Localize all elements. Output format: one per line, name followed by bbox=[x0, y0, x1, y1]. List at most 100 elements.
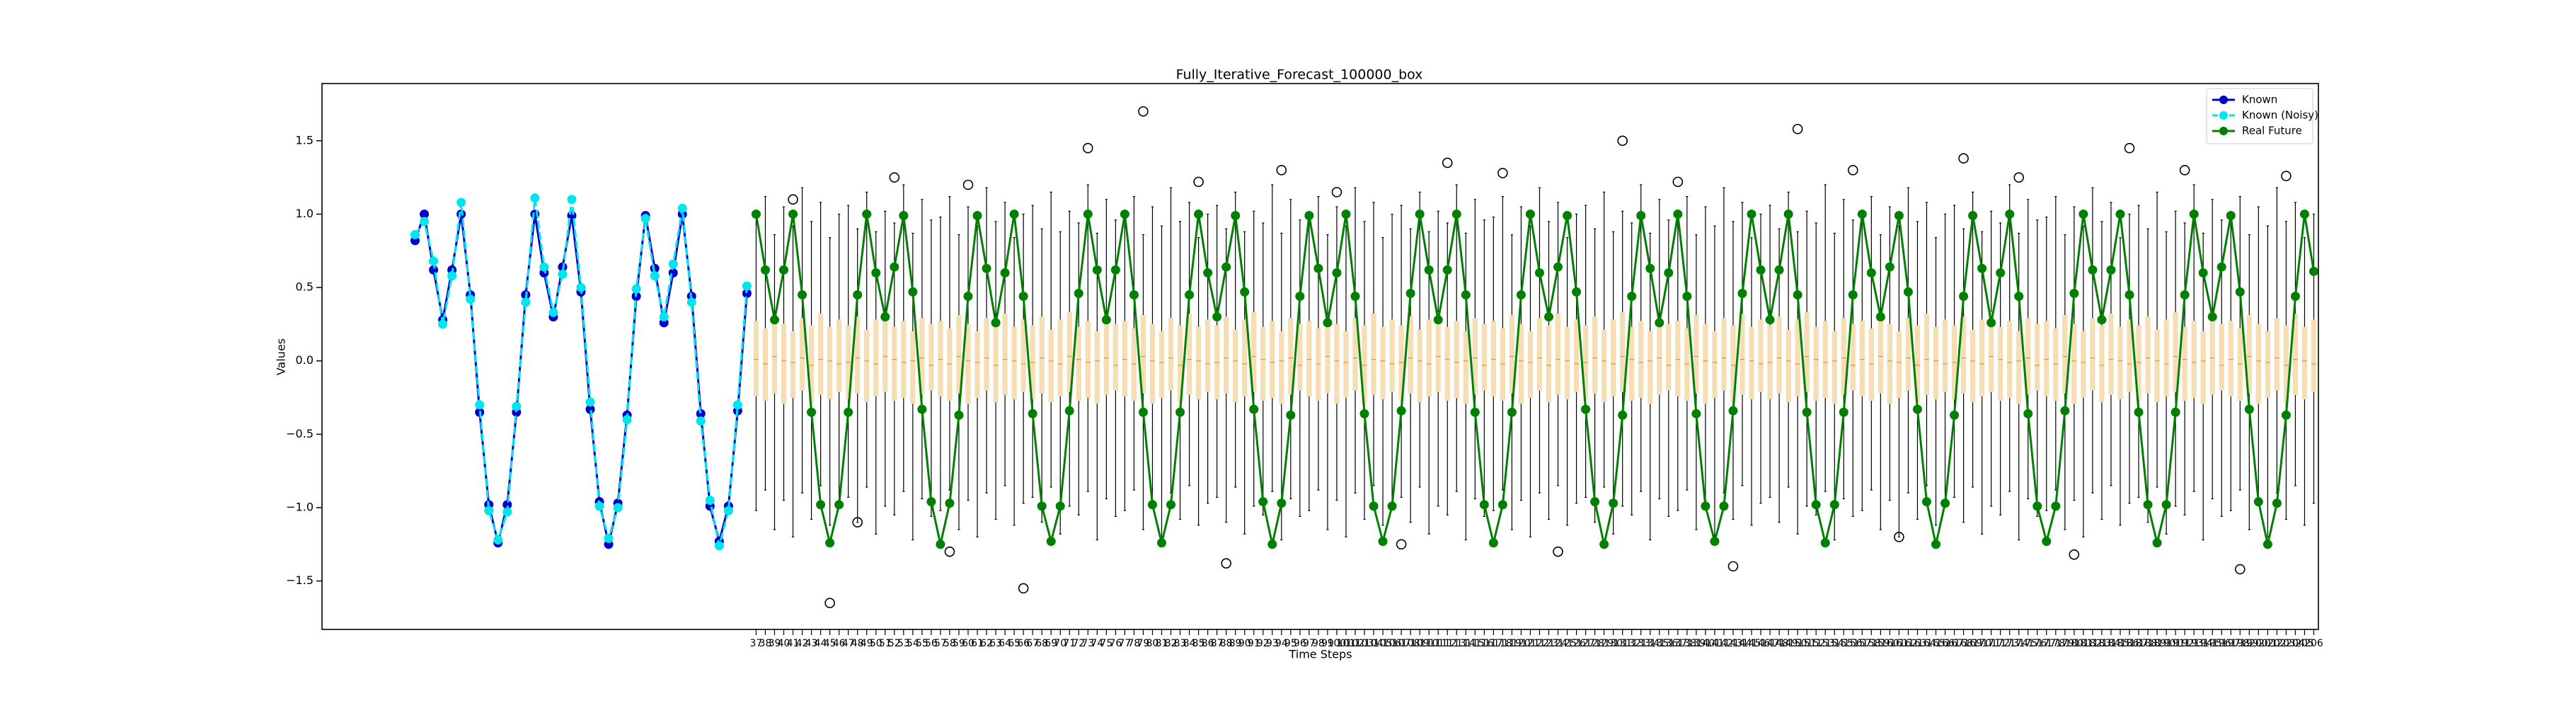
series-point bbox=[1267, 539, 1277, 549]
series-point bbox=[2051, 501, 2061, 511]
x-tick-label: 92 bbox=[1257, 638, 1270, 649]
plot-frame bbox=[321, 83, 2319, 630]
x-tick-label: 78 bbox=[1128, 638, 1141, 649]
x-tick-label: 50 bbox=[870, 638, 882, 649]
x-tick-label: 157 bbox=[1853, 638, 1872, 649]
series-point bbox=[585, 404, 595, 414]
series-point bbox=[558, 269, 568, 279]
series-point bbox=[1590, 497, 1600, 507]
box bbox=[1371, 313, 1376, 395]
x-tick-label: 88 bbox=[1220, 638, 1233, 649]
series-point bbox=[2014, 292, 2024, 302]
box bbox=[1131, 328, 1137, 401]
box bbox=[1620, 312, 1626, 392]
x-tick-label: 164 bbox=[1917, 638, 1936, 649]
series-point bbox=[1609, 498, 1618, 508]
series-point bbox=[1369, 501, 1379, 511]
x-tick-label: 48 bbox=[851, 638, 864, 649]
series-point bbox=[420, 217, 430, 227]
x-tick-label: 56 bbox=[925, 638, 938, 649]
x-tick-label: 94 bbox=[1275, 638, 1288, 649]
series-point bbox=[972, 211, 982, 221]
outlier bbox=[1221, 558, 1231, 569]
series-point bbox=[1350, 292, 1360, 302]
x-tick-label: 180 bbox=[2064, 638, 2083, 649]
box bbox=[1343, 331, 1349, 398]
series-point bbox=[742, 288, 752, 298]
series-point bbox=[1940, 498, 1950, 508]
x-tick-label: 134 bbox=[1640, 638, 1660, 649]
x-tick-label: 206 bbox=[2304, 638, 2323, 649]
outlier bbox=[2281, 171, 2292, 181]
box bbox=[1776, 316, 1782, 394]
box bbox=[1564, 326, 1570, 400]
box bbox=[1979, 319, 1985, 396]
series-point bbox=[1719, 501, 1729, 511]
x-tick-label: 163 bbox=[1908, 638, 1927, 649]
box bbox=[1233, 329, 1238, 403]
outlier bbox=[1018, 583, 1029, 594]
series-point bbox=[2152, 538, 2162, 548]
x-tick-label: 195 bbox=[2203, 638, 2222, 649]
series-point bbox=[1903, 287, 1913, 297]
x-tick-label: 42 bbox=[796, 638, 809, 649]
x-tick-label: 128 bbox=[1585, 638, 1604, 649]
box bbox=[1140, 315, 1146, 394]
series-point bbox=[604, 534, 614, 543]
outlier bbox=[1792, 123, 1803, 135]
x-tick-label: 139 bbox=[1687, 638, 1706, 649]
x-tick-label: 190 bbox=[2157, 638, 2176, 649]
x-tick-label: 132 bbox=[1622, 638, 1641, 649]
y-tick-label: −0.5 bbox=[286, 427, 314, 440]
series-point bbox=[742, 281, 752, 291]
box bbox=[1804, 312, 1810, 392]
series-point bbox=[1756, 265, 1766, 275]
y-tick-label: 0.0 bbox=[296, 353, 314, 367]
x-tick-label: 162 bbox=[1899, 638, 1918, 649]
x-tick-label: 137 bbox=[1668, 638, 1687, 649]
box bbox=[1085, 321, 1091, 398]
outlier bbox=[852, 517, 863, 528]
box bbox=[1601, 329, 1607, 403]
box bbox=[1970, 329, 1976, 403]
series-point bbox=[1811, 500, 1821, 510]
x-tick-label: 202 bbox=[2267, 638, 2287, 649]
box bbox=[1334, 324, 1340, 404]
box bbox=[2255, 324, 2261, 404]
x-tick-label: 97 bbox=[1303, 638, 1316, 649]
outlier bbox=[1553, 546, 1563, 557]
series-point bbox=[2005, 209, 2015, 219]
x-tick-label: 77 bbox=[1118, 638, 1131, 649]
box bbox=[1629, 326, 1635, 401]
series-point bbox=[1737, 288, 1747, 298]
series-point bbox=[1129, 290, 1139, 299]
series-point bbox=[788, 209, 798, 219]
box bbox=[873, 319, 879, 396]
series-point bbox=[1664, 268, 1674, 278]
box bbox=[1112, 324, 1119, 391]
box bbox=[1694, 315, 1699, 394]
series-point bbox=[723, 506, 733, 515]
y-tick-label: 1.5 bbox=[296, 133, 314, 147]
box bbox=[1149, 324, 1156, 404]
box bbox=[1048, 329, 1054, 403]
x-tick-label: 116 bbox=[1475, 638, 1494, 649]
series-point bbox=[1470, 407, 1480, 417]
x-tick-label: 135 bbox=[1650, 638, 1669, 649]
x-tick-label: 105 bbox=[1374, 638, 1393, 649]
x-tick-label: 158 bbox=[1862, 638, 1881, 649]
outlier bbox=[2124, 142, 2135, 154]
x-tick-label: 131 bbox=[1613, 638, 1632, 649]
x-tick-label: 82 bbox=[1165, 638, 1178, 649]
series-point bbox=[844, 407, 853, 417]
series-point bbox=[1875, 312, 1885, 322]
series-point bbox=[1018, 292, 1028, 302]
box bbox=[1260, 326, 1266, 401]
x-tick-label: 170 bbox=[1972, 638, 1991, 649]
box bbox=[2265, 331, 2271, 398]
x-tick-label: 108 bbox=[1401, 638, 1420, 649]
series-point bbox=[945, 498, 955, 508]
x-tick-label: 151 bbox=[1798, 638, 1817, 649]
box bbox=[1186, 313, 1192, 395]
outlier bbox=[944, 546, 955, 557]
